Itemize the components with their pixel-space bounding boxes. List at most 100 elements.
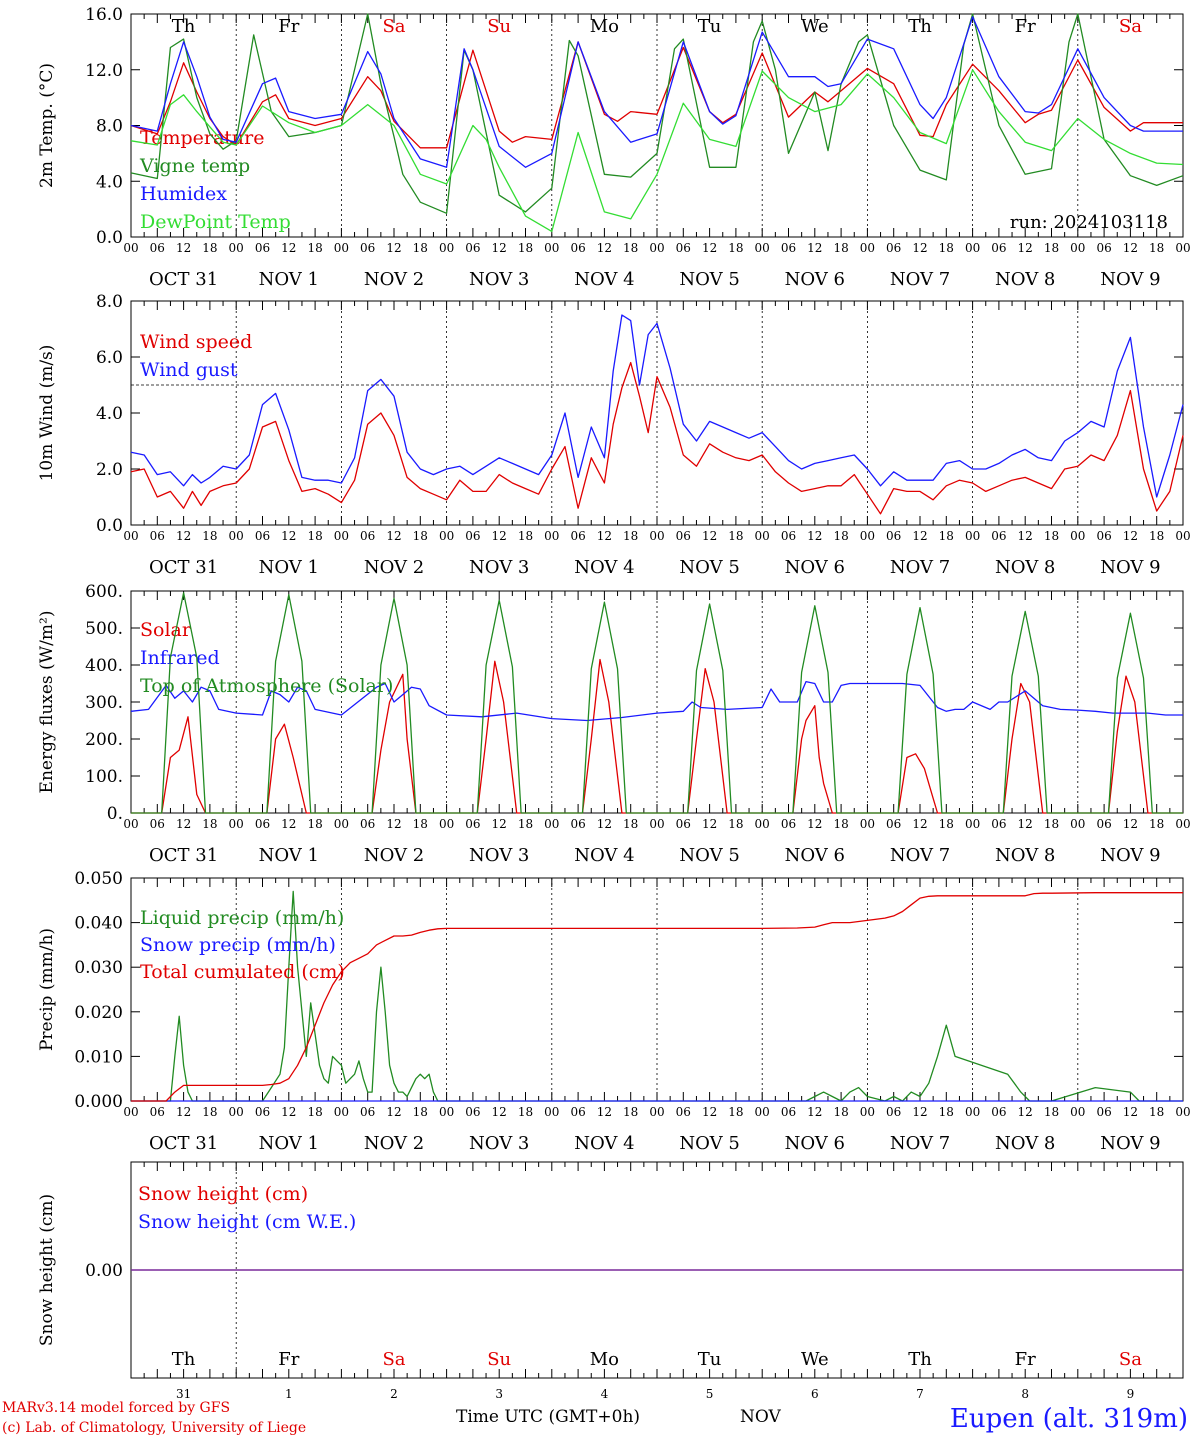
- hour-tick-label: 00: [860, 529, 875, 543]
- weekday-label-top: Th: [172, 16, 196, 37]
- hour-tick-label: 18: [623, 529, 638, 543]
- hour-tick-label: 00: [649, 241, 664, 255]
- day-label: NOV 2: [364, 269, 424, 290]
- hour-tick-label: 00: [965, 529, 980, 543]
- hour-tick-label: 00: [123, 1105, 138, 1119]
- y-tick-label: 0.030: [74, 958, 123, 978]
- y-tick-label: 0.020: [74, 1003, 123, 1023]
- weekday-label-bottom: Fr: [1015, 1349, 1036, 1370]
- hour-tick-label: 06: [150, 817, 165, 831]
- hour-tick-label: 12: [702, 529, 717, 543]
- hour-tick-label: 00: [755, 817, 770, 831]
- y-tick-label: 0.000: [74, 1092, 123, 1112]
- legend-entry: Wind speed: [140, 331, 252, 353]
- hour-tick-label: 18: [1149, 1105, 1164, 1119]
- y-tick-label: 0.0: [96, 516, 123, 536]
- hour-tick-label: 18: [413, 529, 428, 543]
- series-line-infrared: [130, 680, 1183, 722]
- y-tick-label: 8.0: [96, 292, 123, 312]
- hour-tick-label: 00: [544, 1105, 559, 1119]
- hour-tick-label: 12: [281, 1105, 296, 1119]
- hour-tick-label: 00: [1070, 241, 1085, 255]
- day-label: NOV 7: [890, 269, 950, 290]
- hour-tick-label: 18: [202, 1105, 217, 1119]
- series-line-wind-speed: [130, 361, 1184, 515]
- y-tick-label: 600.: [85, 582, 123, 602]
- hour-tick-label: 12: [597, 241, 612, 255]
- day-label: NOV 8: [995, 1133, 1055, 1154]
- hour-tick-label: 18: [413, 241, 428, 255]
- series-line-top-of-atmosphere-solar-: [131, 592, 1183, 814]
- hour-tick-label: 18: [728, 1105, 743, 1119]
- hour-tick-label: 06: [991, 1105, 1006, 1119]
- hour-tick-label: 06: [465, 817, 480, 831]
- hour-tick-label: 06: [886, 241, 901, 255]
- model-credit: MARv3.14 model forced by GFS: [2, 1400, 231, 1416]
- hour-tick-label: 00: [544, 529, 559, 543]
- hour-tick-label: 18: [833, 1105, 848, 1119]
- weekday-label-top: Fr: [1015, 16, 1036, 37]
- hour-tick-label: 12: [176, 1105, 191, 1119]
- day-label: NOV 5: [679, 557, 739, 578]
- hour-tick-label: 12: [597, 1105, 612, 1119]
- y-tick-label: 4.0: [96, 172, 123, 192]
- y-tick-label: 400.: [85, 656, 123, 676]
- hour-tick-label: 18: [413, 817, 428, 831]
- hour-tick-label: 00: [334, 817, 349, 831]
- hour-tick-label: 00: [123, 529, 138, 543]
- legend-entry: Solar: [140, 619, 192, 641]
- day-label: NOV 2: [364, 845, 424, 866]
- hour-tick-label: 18: [623, 241, 638, 255]
- legend-entry: Total cumulated (cm): [140, 961, 345, 983]
- hour-tick-label: 18: [413, 1105, 428, 1119]
- day-label: NOV 3: [469, 845, 529, 866]
- hour-tick-label: 18: [518, 241, 533, 255]
- hour-tick-label: 00: [1175, 1105, 1190, 1119]
- hour-tick-label: 06: [1096, 1105, 1111, 1119]
- y-tick-label: 0.0: [96, 228, 123, 248]
- y-tick-label: 0.040: [74, 914, 123, 934]
- series-line-vigne-temp: [130, 13, 1184, 214]
- legend-entry: Humidex: [140, 183, 227, 205]
- hour-tick-label: 18: [1044, 529, 1059, 543]
- hour-tick-label: 00: [439, 817, 454, 831]
- hour-tick-label: 06: [991, 817, 1006, 831]
- hour-tick-label: 00: [334, 241, 349, 255]
- hour-tick-label: 18: [202, 817, 217, 831]
- hour-tick-label: 00: [1070, 1105, 1085, 1119]
- series-line-total-cumulated-cm-: [131, 892, 1183, 1102]
- hour-tick-label: 06: [991, 529, 1006, 543]
- day-number-label: 6: [811, 1387, 819, 1401]
- hour-tick-label: 00: [755, 529, 770, 543]
- hour-tick-label: 06: [150, 1105, 165, 1119]
- weekday-label-top: Sa: [1119, 16, 1142, 37]
- day-number-label: 31: [176, 1387, 191, 1401]
- hour-tick-label: 12: [807, 817, 822, 831]
- hour-tick-label: 18: [833, 817, 848, 831]
- hour-tick-label: 00: [544, 817, 559, 831]
- day-label: NOV 8: [995, 269, 1055, 290]
- hour-tick-label: 06: [255, 241, 270, 255]
- hour-tick-label: 00: [860, 1105, 875, 1119]
- hour-tick-label: 18: [1044, 1105, 1059, 1119]
- hour-tick-label: 12: [1018, 817, 1033, 831]
- hour-tick-label: 06: [360, 241, 375, 255]
- hour-tick-label: 18: [1044, 817, 1059, 831]
- legend-entry: Infrared: [140, 647, 220, 669]
- y-axis-label: Energy fluxes (W/m²): [37, 611, 57, 794]
- hour-tick-label: 18: [833, 241, 848, 255]
- day-label: NOV 1: [259, 845, 319, 866]
- hour-tick-label: 00: [229, 241, 244, 255]
- hour-tick-label: 12: [281, 241, 296, 255]
- hour-tick-label: 18: [307, 817, 322, 831]
- hour-tick-label: 18: [307, 1105, 322, 1119]
- hour-tick-label: 00: [439, 1105, 454, 1119]
- hour-tick-label: 00: [1070, 817, 1085, 831]
- legend-entry: Vigne temp: [139, 155, 250, 177]
- day-label: NOV 5: [679, 1133, 739, 1154]
- weekday-label-top: Su: [487, 16, 511, 37]
- hour-tick-label: 06: [1096, 241, 1111, 255]
- day-label: NOV 9: [1100, 269, 1160, 290]
- hour-tick-label: 18: [518, 817, 533, 831]
- hour-tick-label: 06: [465, 241, 480, 255]
